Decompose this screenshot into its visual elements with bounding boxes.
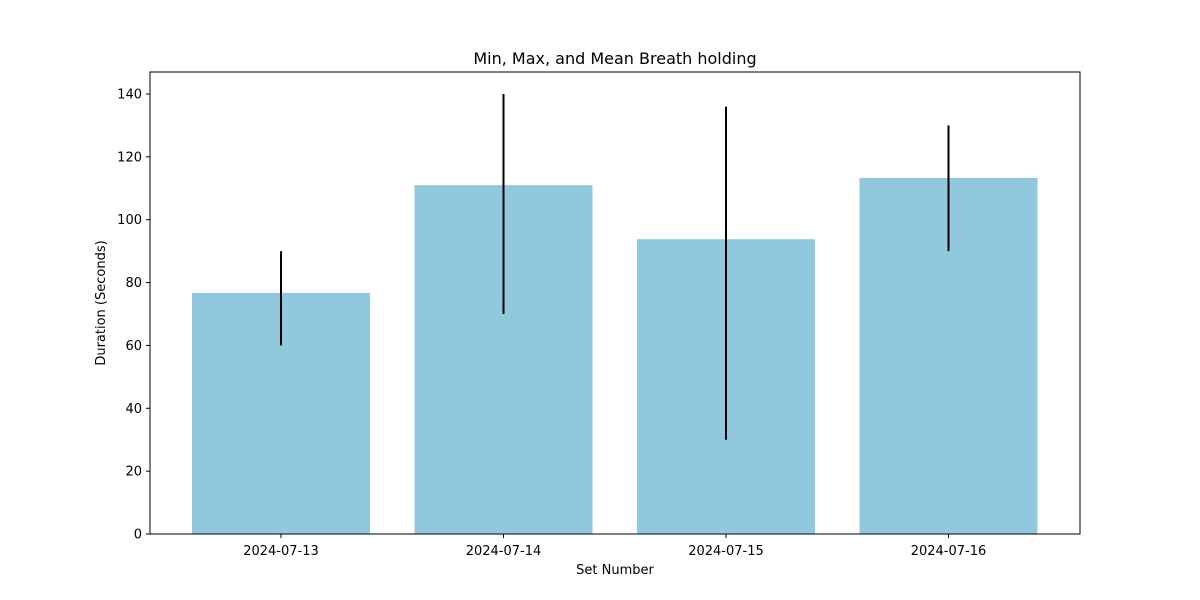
y-tick-label: 0 xyxy=(134,528,142,543)
y-tick-label: 80 xyxy=(125,276,142,291)
x-tick-label: 2024-07-15 xyxy=(688,544,764,559)
x-tick-label: 2024-07-14 xyxy=(466,544,542,559)
y-tick-label: 100 xyxy=(117,213,142,228)
x-tick-label: 2024-07-16 xyxy=(911,544,987,559)
y-tick-label: 40 xyxy=(125,402,142,417)
x-tick-label: 2024-07-13 xyxy=(243,544,319,559)
y-axis-label: Duration (Seconds) xyxy=(94,240,109,365)
chart-title: Min, Max, and Mean Breath holding xyxy=(473,49,756,68)
y-tick-label: 140 xyxy=(117,88,142,103)
error-bars-group xyxy=(280,94,950,440)
x-axis-label: Set Number xyxy=(576,563,654,578)
bars-group xyxy=(192,177,1038,534)
y-tick-label: 20 xyxy=(125,465,142,480)
y-axis: 0 20 40 60 80 100 120 140 xyxy=(117,88,150,543)
y-tick-label: 60 xyxy=(125,339,142,354)
x-axis: 2024-07-13 2024-07-14 2024-07-15 2024-07-16 xyxy=(243,534,986,559)
y-tick-label: 120 xyxy=(117,150,142,165)
plot-frame xyxy=(149,71,1081,535)
